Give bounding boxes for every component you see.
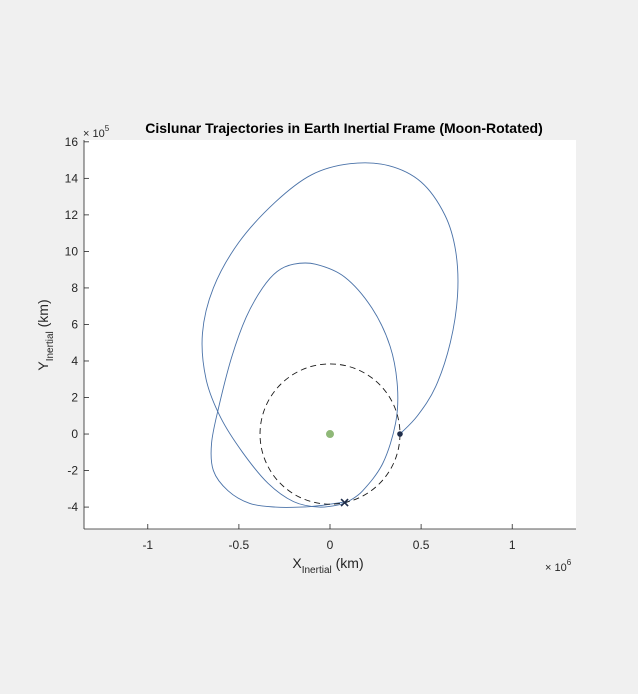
- y-tick-label: 14: [65, 171, 79, 185]
- plot-area: [84, 140, 576, 529]
- x-axis-multiplier: × 106: [545, 558, 572, 574]
- y-tick-label: 16: [65, 135, 79, 149]
- earth-marker: [326, 430, 334, 439]
- y-tick-label: 4: [71, 354, 78, 368]
- x-tick-label: -1: [142, 538, 153, 552]
- y-tick-label: 12: [65, 208, 79, 222]
- x-ticks: -1 -0.5 0 0.5 1: [142, 524, 516, 552]
- trajectory-line-1: [201, 162, 459, 508]
- y-axis-multiplier: × 105: [83, 124, 110, 140]
- trajectory-line-2: [210, 262, 399, 508]
- start-marker: [397, 431, 403, 437]
- y-axis-label: YInertial (km): [35, 299, 56, 370]
- x-tick-label: -0.5: [229, 538, 250, 552]
- y-tick-label: 2: [71, 391, 78, 405]
- x-axis-label: XInertial (km): [292, 555, 363, 576]
- end-marker: [340, 498, 349, 507]
- chart-title: Cislunar Trajectories in Earth Inertial …: [145, 120, 543, 136]
- y-tick-label: 10: [65, 244, 79, 258]
- y-tick-label: 6: [71, 317, 78, 331]
- x-tick-label: 1: [509, 538, 516, 552]
- x-tick-label: 0: [327, 538, 334, 552]
- y-ticks: -4 -2 0 2 4 6 8 10 12 14 16: [65, 135, 89, 514]
- data-layer: [201, 162, 459, 508]
- y-tick-label: -4: [67, 500, 78, 514]
- x-tick-label: 0.5: [413, 538, 430, 552]
- y-tick-label: 0: [71, 427, 78, 441]
- y-tick-label: -2: [67, 464, 78, 478]
- y-tick-label: 8: [71, 281, 78, 295]
